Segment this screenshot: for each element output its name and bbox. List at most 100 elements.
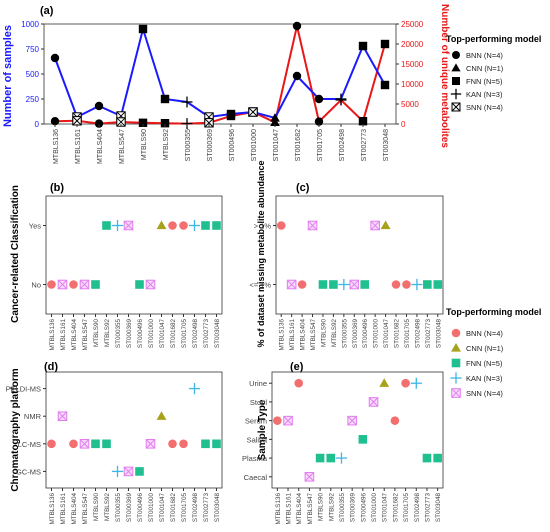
- panel-d-y-tick-label: LC-MS: [18, 440, 41, 449]
- panel-d-point-d2: [79, 439, 90, 449]
- panel-d-x-tick-label: ST000355: [115, 493, 122, 523]
- panel-e-point-shape: [390, 416, 400, 425]
- legend-bottom-marker: [451, 328, 461, 338]
- legend-top-marker-shape: [452, 51, 460, 59]
- panel-e-x-tick-label: ST000496: [360, 493, 367, 523]
- panel-e-point: [433, 453, 442, 463]
- legend-bottom-label: FNN (N=5): [466, 359, 503, 368]
- panel-c-point: [297, 280, 307, 289]
- panel-a-samples-point-shape: [94, 101, 104, 111]
- panel-c-point-shape: [380, 220, 391, 230]
- panel-a-right-tick-label: 20000: [401, 40, 424, 49]
- panel-a-left-tick-label: 1000: [21, 20, 39, 29]
- panel-c-x-tick-label: MTBLS92: [331, 319, 338, 347]
- panel-b-point: [123, 220, 134, 231]
- panel-a-tag: (a): [40, 5, 54, 17]
- panel-e-point: [390, 416, 400, 425]
- panel-b-point: [79, 279, 90, 290]
- panel-b-point-shape: [201, 221, 210, 230]
- panel-b-x-tick-label: ST001000: [148, 319, 155, 349]
- panel-d-point: [168, 439, 177, 449]
- panel-a-right-tick-label: 10000: [401, 80, 424, 89]
- panel-a-x-tick-label: ST002773: [361, 129, 368, 161]
- panel-b-x-tick-label: ST000355: [115, 319, 122, 349]
- panel-c-point: [370, 220, 380, 231]
- panel-b-ylabel: Cancer-related Classification: [10, 185, 21, 323]
- panel-a-metabolites-point-shape: [292, 21, 302, 31]
- panel-d-point: [47, 439, 56, 449]
- panel-d-y-tick-label: PELDI-MS: [6, 385, 41, 394]
- panel-e-point-shape: [273, 416, 282, 425]
- panel-d-point: [91, 439, 100, 449]
- panel-a-samples-point: [160, 94, 170, 104]
- legend-top-marker: [452, 51, 460, 59]
- panel-a-x-tick-label: MTBLS547: [119, 129, 126, 164]
- panel-a-metabolites-point-shape: [270, 117, 280, 126]
- panel-c-point-shape: [423, 280, 432, 289]
- panel-a-samples-point: [138, 24, 148, 34]
- legend-bottom-marker: [450, 372, 462, 384]
- legend-top-marker-shape: [451, 63, 461, 72]
- panel-a-samples-point: [292, 71, 302, 81]
- panel-c-point-shape: [391, 280, 401, 289]
- panel-e-point-shape: [315, 453, 325, 463]
- panel-d-point-d2: [57, 411, 68, 421]
- panel-d-point-shape: [91, 439, 100, 449]
- panel-c-x-tick-label: ST001705: [404, 319, 411, 349]
- panel-d-point: [188, 382, 201, 395]
- panel-d-x-tick-label: ST001047: [159, 493, 166, 523]
- legend-top-title: Top-performing model: [446, 34, 541, 44]
- panel-d-point-d2: [145, 439, 156, 449]
- panel-a-x-tick-label: MTBLS136: [53, 129, 60, 164]
- panel-a-x-tick-label: ST001047: [273, 129, 280, 161]
- panel-a-samples-point: [94, 101, 104, 111]
- panel-e-point-shape: [326, 453, 336, 463]
- panel-c-x-tick-label: ST003048: [435, 319, 442, 349]
- panel-d-point-shape: [179, 439, 188, 449]
- panel-c-ylabel-text: % of dataset missing metabolite abundanc…: [256, 160, 266, 347]
- panel-d-ylabel: Chromatography platform: [10, 368, 21, 491]
- panel-e-x-tick-label: MTBLS404: [296, 493, 303, 525]
- panel-a-metabolites-point-d2: [204, 118, 214, 128]
- panel-c-frame: [275, 195, 444, 315]
- panel-b-x-tick-label: MTBLS404: [71, 319, 78, 351]
- panel-a-metabolites-point: [270, 117, 280, 126]
- panel-a-samples-point: [181, 96, 193, 108]
- panel-b-point: [212, 221, 221, 230]
- panel-d-point-shape: [135, 467, 144, 476]
- panel-d-point: [123, 466, 134, 477]
- legend-bottom-label: BNN (N=4): [466, 329, 503, 338]
- panel-d-x-tick-label: MTBLS161: [60, 493, 67, 525]
- panel-e-tag: (e): [290, 361, 304, 373]
- panel-c-x-tick-label: ST002773: [425, 319, 432, 349]
- panel-c-point-d2: [307, 220, 318, 231]
- panel-c-point: [411, 278, 423, 291]
- panel-b-point-shape: [69, 280, 78, 289]
- panel-d-frame: [45, 371, 223, 489]
- panel-e-y-tick-label: Saliva: [247, 435, 268, 444]
- panel-a-metabolites-point: [204, 118, 214, 128]
- panel-a-left-tick-label: 0: [35, 120, 40, 129]
- legend-bottom-label: CNN (N=1): [466, 344, 504, 353]
- panel-b-point: [91, 280, 100, 289]
- panel-c-x-tick-label: ST002498: [414, 319, 421, 349]
- panel-d-point-shape: [156, 411, 167, 420]
- panel-c-x-tick-label: ST001682: [394, 319, 401, 349]
- panel-a-metabolites-point: [72, 116, 82, 126]
- panel-d-x-tick-label: ST002773: [203, 493, 210, 523]
- panel-a-x-tick-label: ST000369: [207, 129, 214, 161]
- panel-a-samples-point: [380, 80, 390, 90]
- panel-c-point: [380, 220, 391, 230]
- panel-d-point-shape: [69, 439, 78, 449]
- panel-a-left-tick-label: 250: [26, 95, 40, 104]
- panel-a-metabolites-point-shape: [358, 117, 368, 126]
- panel-a-metabolites-point: [181, 118, 193, 130]
- panel-a-metabolites-point: [50, 117, 60, 126]
- panel-a-x-tick-label: ST000355: [185, 129, 192, 161]
- panel-d-x-tick-label: ST001682: [170, 493, 177, 523]
- panel-c-y-tick-label: <= 1%: [249, 281, 271, 290]
- panel-e-x-tick-label: MTBLS161: [286, 493, 293, 525]
- panel-c-point-d2: [287, 279, 297, 290]
- panel-d-tag: (d): [44, 361, 58, 373]
- panel-c-point: [433, 280, 443, 289]
